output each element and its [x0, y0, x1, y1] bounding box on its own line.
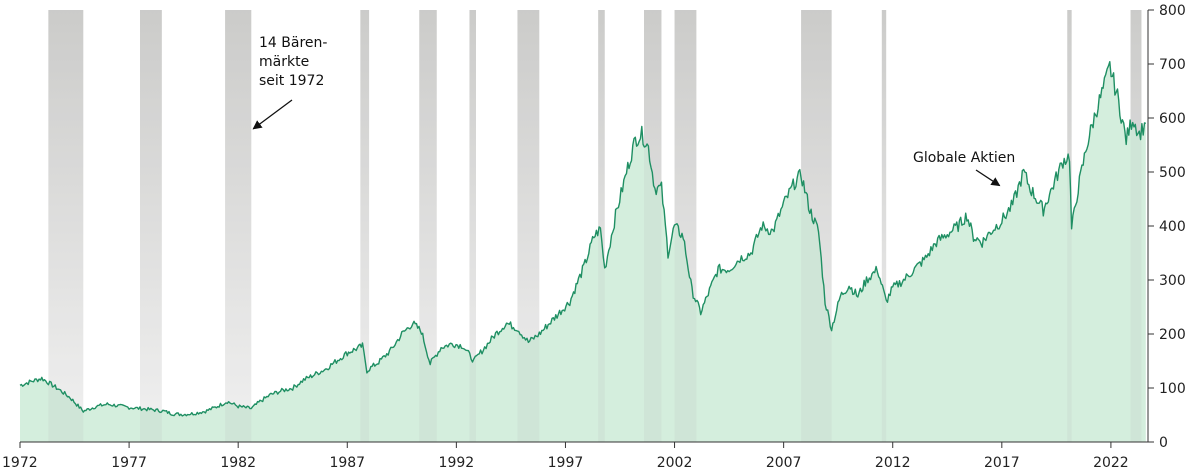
bear-market-band-5	[419, 10, 437, 442]
bear-market-band-overlay-14	[1130, 10, 1142, 442]
bear-market-band-overlay-8	[598, 10, 605, 442]
bear-market-bands-overlay	[48, 10, 1142, 442]
bear-market-arrow	[252, 99, 293, 130]
bear-market-band-overlay-13	[1067, 10, 1072, 442]
bear-market-band-overlay-6	[469, 10, 476, 442]
bear-market-band-3	[225, 10, 252, 442]
y-tick-label: 300	[1159, 273, 1186, 289]
x-tick-label: 1982	[220, 455, 256, 471]
bear-market-band-overlay-5	[419, 10, 437, 442]
annotations: 14 Bären-märkte seit 1972 Globale Aktien	[252, 35, 1015, 187]
bear-market-band-8	[598, 10, 605, 442]
x-tick-label: 1997	[548, 455, 584, 471]
x-tick-label: 2007	[766, 455, 802, 471]
y-tick-label: 100	[1159, 381, 1186, 397]
y-tick-label: 200	[1159, 327, 1186, 343]
bear-market-band-overlay-9	[644, 10, 662, 442]
bear-market-band-6	[469, 10, 476, 442]
bear-market-band-overlay-11	[801, 10, 832, 442]
y-tick-label: 700	[1159, 57, 1186, 73]
x-tick-label: 1972	[2, 455, 38, 471]
y-tick-label: 0	[1159, 435, 1168, 451]
bear-market-band-overlay-4	[360, 10, 370, 442]
bear-market-band-7	[517, 10, 540, 442]
x-tick-label: 1987	[329, 455, 365, 471]
bear-market-band-2	[140, 10, 162, 442]
series-annotation: Globale Aktien	[913, 150, 1015, 166]
annotation-line: märkte	[259, 54, 309, 70]
bear-market-annotation: 14 Bären-märkte seit 1972	[259, 35, 327, 89]
y-axis-ticks: 0 100 200 300 400 500 600 700 800	[1148, 3, 1186, 451]
y-tick-label: 400	[1159, 219, 1186, 235]
x-tick-label: 2002	[657, 455, 693, 471]
annotation-line: seit 1972	[259, 73, 324, 89]
y-tick-label: 600	[1159, 111, 1186, 127]
x-tick-label: 2022	[1093, 455, 1129, 471]
y-tick-label: 500	[1159, 165, 1186, 181]
bear-market-band-overlay-12	[881, 10, 887, 442]
x-tick-label: 2012	[875, 455, 911, 471]
bear-market-band-4	[360, 10, 370, 442]
series-arrow	[975, 169, 1001, 187]
bear-market-band-12	[881, 10, 887, 442]
bear-market-band-overlay-1	[48, 10, 84, 442]
bear-market-band-overlay-2	[140, 10, 162, 442]
series-line	[19, 61, 1147, 417]
series-area	[20, 61, 1146, 442]
bear-market-band-overlay-10	[674, 10, 697, 442]
bear-market-band-overlay-3	[225, 10, 252, 442]
y-tick-label: 800	[1159, 3, 1186, 19]
x-tick-label: 1977	[111, 455, 147, 471]
x-tick-label: 1992	[439, 455, 475, 471]
x-tick-label: 2017	[984, 455, 1020, 471]
bear-market-band-overlay-7	[517, 10, 540, 442]
x-axis-ticks: 1972 1977 1982 1987 1992 1997 2002 2007 2012 2017…	[2, 442, 1129, 471]
bear-market-band-1	[48, 10, 84, 442]
annotation-line: 14 Bären-	[259, 35, 327, 51]
